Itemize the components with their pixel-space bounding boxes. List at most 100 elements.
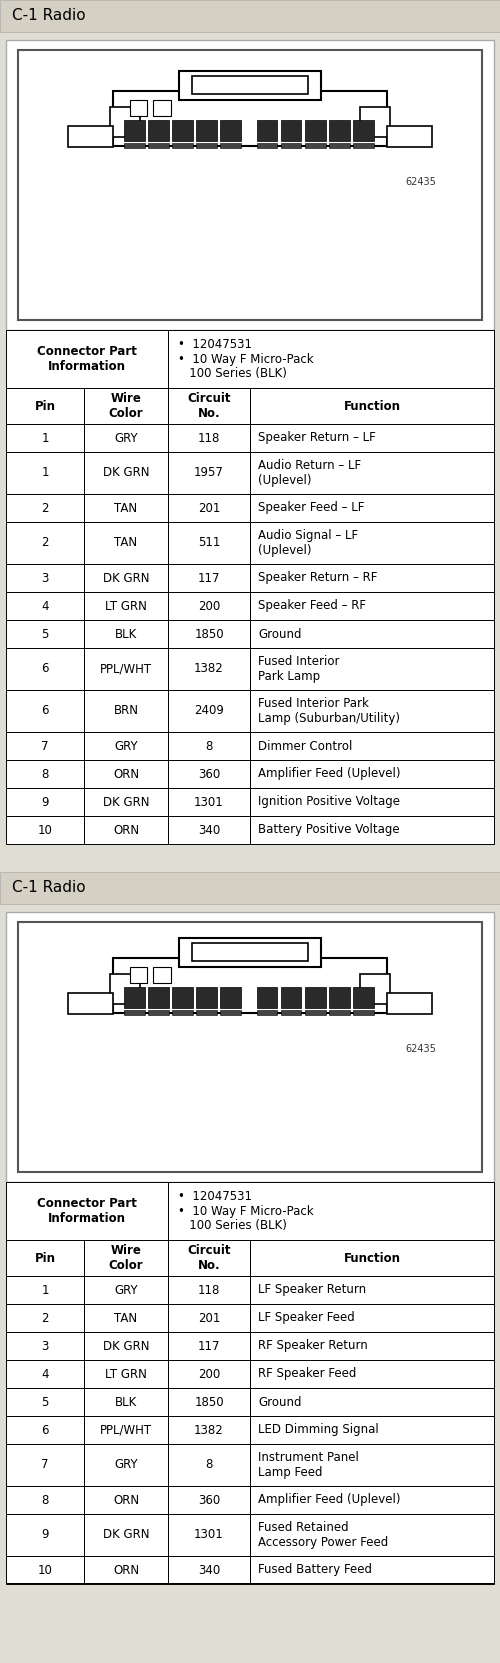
- Bar: [360, 975, 390, 1004]
- Bar: [168, 522, 250, 564]
- Bar: [305, 143, 326, 148]
- Bar: [257, 120, 278, 141]
- Text: Audio Signal – LF
(Uplevel): Audio Signal – LF (Uplevel): [258, 529, 358, 557]
- Text: 10: 10: [38, 823, 52, 836]
- Bar: [113, 91, 387, 146]
- Text: 1850: 1850: [194, 627, 224, 640]
- Text: 1382: 1382: [194, 662, 224, 675]
- Bar: [84, 1513, 168, 1557]
- Text: 6: 6: [41, 705, 49, 717]
- Text: 1: 1: [41, 431, 49, 444]
- Bar: [84, 732, 168, 760]
- Text: DK GRN: DK GRN: [103, 1339, 149, 1352]
- Text: DK GRN: DK GRN: [103, 795, 149, 808]
- Bar: [168, 1513, 250, 1557]
- Bar: [168, 690, 250, 732]
- Bar: [168, 732, 250, 760]
- Bar: [250, 564, 494, 592]
- Bar: [84, 1332, 168, 1360]
- Bar: [281, 120, 301, 141]
- Bar: [84, 452, 168, 494]
- Bar: [0, 871, 500, 905]
- Bar: [6, 1304, 84, 1332]
- Text: GRY: GRY: [114, 1458, 138, 1472]
- Text: Wire
Color: Wire Color: [108, 1244, 144, 1272]
- Bar: [6, 387, 84, 424]
- Bar: [250, 1415, 494, 1443]
- Bar: [250, 760, 494, 788]
- Bar: [257, 143, 278, 148]
- Bar: [168, 1443, 250, 1487]
- Bar: [172, 120, 193, 141]
- Bar: [172, 988, 193, 1008]
- Text: Speaker Return – LF: Speaker Return – LF: [258, 431, 376, 444]
- Bar: [130, 968, 148, 983]
- Bar: [329, 143, 349, 148]
- Bar: [84, 1241, 168, 1276]
- Text: BLK: BLK: [115, 627, 137, 640]
- Bar: [153, 968, 170, 983]
- Text: 1382: 1382: [194, 1424, 224, 1437]
- Text: DK GRN: DK GRN: [103, 572, 149, 584]
- Bar: [196, 1009, 217, 1016]
- Text: BLK: BLK: [115, 1395, 137, 1409]
- Bar: [6, 387, 84, 424]
- Text: LT GRN: LT GRN: [105, 599, 147, 612]
- Bar: [168, 494, 250, 522]
- Bar: [353, 120, 374, 141]
- Bar: [250, 1389, 494, 1415]
- Bar: [84, 1304, 168, 1332]
- Bar: [250, 1332, 494, 1360]
- Text: ORN: ORN: [113, 768, 139, 780]
- Bar: [168, 1276, 250, 1304]
- Text: 1: 1: [41, 1284, 49, 1297]
- Text: •  12047531
•  10 Way F Micro-Pack
   100 Series (BLK): • 12047531 • 10 Way F Micro-Pack 100 Ser…: [178, 1189, 314, 1232]
- Bar: [6, 817, 84, 845]
- Text: Connector Part
Information: Connector Part Information: [37, 1197, 137, 1226]
- Text: Instrument Panel
Lamp Feed: Instrument Panel Lamp Feed: [258, 1452, 359, 1478]
- Text: 3: 3: [42, 1339, 48, 1352]
- Bar: [360, 108, 390, 138]
- Bar: [84, 1557, 168, 1583]
- Bar: [168, 760, 250, 788]
- Text: Function: Function: [344, 1252, 400, 1264]
- Bar: [6, 424, 84, 452]
- Text: 10: 10: [38, 1563, 52, 1577]
- Bar: [196, 143, 217, 148]
- Text: 6: 6: [41, 1424, 49, 1437]
- Bar: [281, 1009, 301, 1016]
- Bar: [329, 988, 349, 1008]
- Text: GRY: GRY: [114, 431, 138, 444]
- Bar: [113, 958, 387, 1013]
- Bar: [84, 494, 168, 522]
- Bar: [250, 732, 494, 760]
- Bar: [179, 938, 321, 966]
- Bar: [250, 1304, 494, 1332]
- Bar: [6, 788, 84, 817]
- Text: Pin: Pin: [34, 399, 56, 412]
- Bar: [18, 921, 482, 1172]
- Bar: [148, 1009, 169, 1016]
- Bar: [250, 1487, 494, 1513]
- Bar: [168, 1487, 250, 1513]
- Bar: [110, 975, 140, 1004]
- Text: 1850: 1850: [194, 1395, 224, 1409]
- Text: TAN: TAN: [114, 1312, 138, 1324]
- Text: 1301: 1301: [194, 1528, 224, 1542]
- Bar: [6, 1557, 84, 1583]
- Text: 9: 9: [41, 795, 49, 808]
- Bar: [6, 732, 84, 760]
- Text: C-1 Radio: C-1 Radio: [12, 8, 86, 23]
- Bar: [153, 100, 170, 115]
- Bar: [6, 760, 84, 788]
- Text: DK GRN: DK GRN: [103, 1528, 149, 1542]
- Bar: [250, 1241, 494, 1276]
- Text: 4: 4: [41, 599, 49, 612]
- Text: 5: 5: [42, 627, 48, 640]
- Bar: [84, 564, 168, 592]
- Text: Audio Return – LF
(Uplevel): Audio Return – LF (Uplevel): [258, 459, 361, 487]
- Bar: [6, 1241, 84, 1276]
- Bar: [250, 387, 494, 424]
- Text: 511: 511: [198, 537, 220, 549]
- Bar: [220, 1009, 241, 1016]
